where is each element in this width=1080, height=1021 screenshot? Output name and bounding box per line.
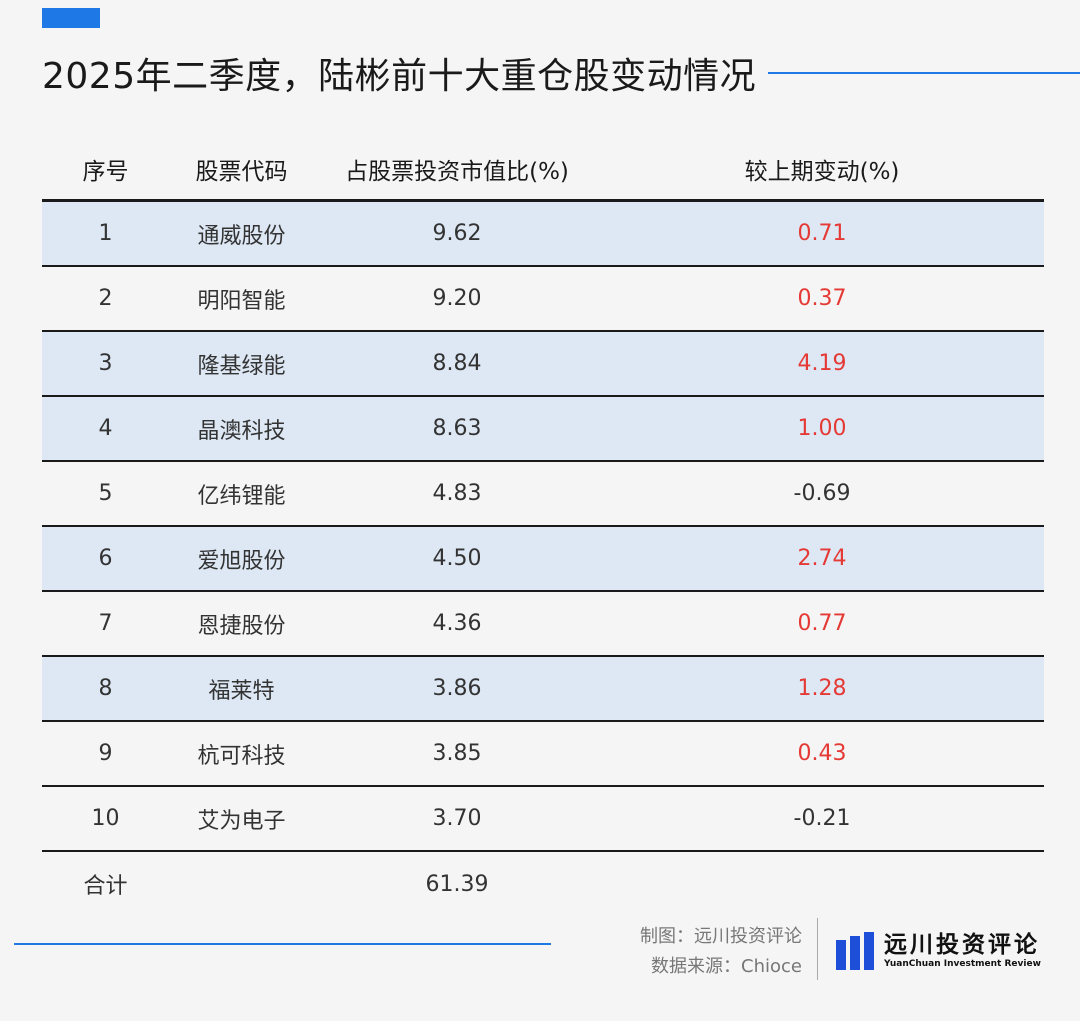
row-index: 3 [98,351,113,376]
total-label: 合计 [83,874,128,899]
table-total-row: 合计 61.39 [42,852,1044,916]
footer-divider [817,918,818,980]
brand-logo: 远川投资评论 YuanChuan Investment Review [836,932,1041,970]
row-change: 1.00 [797,416,847,441]
title-row: 2025年二季度，陆彬前十大重仓股变动情况 [42,48,1080,98]
row-stock-name: 亿纬锂能 [197,483,286,509]
table-row: 3 隆基绿能 8.84 4.19 [42,332,1044,397]
page-title: 2025年二季度，陆彬前十大重仓股变动情况 [42,56,757,97]
total-ratio: 61.39 [425,871,489,897]
row-change: 0.71 [797,221,847,246]
table-row: 7 恩捷股份 4.36 0.77 [42,592,1044,657]
row-ratio: 4.50 [432,546,482,571]
row-index: 9 [98,741,113,766]
row-stock-name: 福莱特 [208,678,275,704]
row-index: 6 [98,546,113,571]
row-index: 2 [98,286,113,311]
chart-maker: 制图：远川投资评论 [640,926,802,947]
table-row: 2 明阳智能 9.20 0.37 [42,267,1044,332]
title-rule [768,72,1080,74]
row-ratio: 3.86 [432,676,482,701]
header-ratio: 占股票投资市值比(%) [345,158,569,185]
row-stock-name: 爱旭股份 [197,548,286,574]
row-ratio: 3.85 [432,741,482,766]
row-stock-name: 晶澳科技 [197,418,286,444]
row-ratio: 3.70 [432,806,482,831]
table-row: 1 通威股份 9.62 0.71 [42,202,1044,267]
row-stock-name: 通威股份 [197,223,286,249]
row-ratio: 9.20 [432,286,482,311]
table-row: 4 晶澳科技 8.63 1.00 [42,397,1044,462]
row-change: -0.69 [793,481,851,506]
row-change: 0.77 [797,611,847,636]
logo-name-cn: 远川投资评论 [884,932,1040,958]
row-stock-name: 杭可科技 [197,743,286,769]
table-row: 9 杭可科技 3.85 0.43 [42,722,1044,787]
table-row: 5 亿纬锂能 4.83 -0.69 [42,462,1044,527]
data-source: 数据来源：Chioce [651,956,802,977]
row-ratio: 4.83 [432,481,482,506]
header-stock: 股票代码 [195,158,288,185]
row-change: 1.28 [797,676,847,701]
row-index: 1 [98,221,113,246]
row-change: -0.21 [793,806,851,831]
table-header: 序号 股票代码 占股票投资市值比(%) 较上期变动(%) [42,138,1044,202]
row-change: 0.37 [797,286,847,311]
row-stock-name: 明阳智能 [197,288,286,314]
row-index: 4 [98,416,113,441]
row-change: 2.74 [797,546,847,571]
row-ratio: 4.36 [432,611,482,636]
row-index: 8 [98,676,113,701]
row-change: 0.43 [797,741,847,766]
row-stock-name: 艾为电子 [197,808,286,834]
table-row: 10 艾为电子 3.70 -0.21 [42,787,1044,852]
header-index: 序号 [82,158,129,185]
row-index: 7 [98,611,113,636]
row-change: 4.19 [797,351,847,376]
row-index: 10 [91,806,120,831]
credits: 制图：远川投资评论 数据来源：Chioce [640,922,802,982]
table-row: 6 爱旭股份 4.50 2.74 [42,527,1044,592]
accent-tab [42,8,100,28]
table-row: 8 福莱特 3.86 1.28 [42,657,1044,722]
row-index: 5 [98,481,113,506]
header-change: 较上期变动(%) [744,158,900,185]
row-stock-name: 恩捷股份 [197,613,286,639]
holdings-table: 序号 股票代码 占股票投资市值比(%) 较上期变动(%) 1 通威股份 9.62… [42,138,1044,916]
footer-rule [14,943,551,945]
row-ratio: 9.62 [432,221,482,246]
logo-name-en: YuanChuan Investment Review [884,959,1041,969]
row-ratio: 8.63 [432,416,482,441]
row-stock-name: 隆基绿能 [197,353,286,379]
logo-bars-icon [836,932,876,970]
row-ratio: 8.84 [432,351,482,376]
